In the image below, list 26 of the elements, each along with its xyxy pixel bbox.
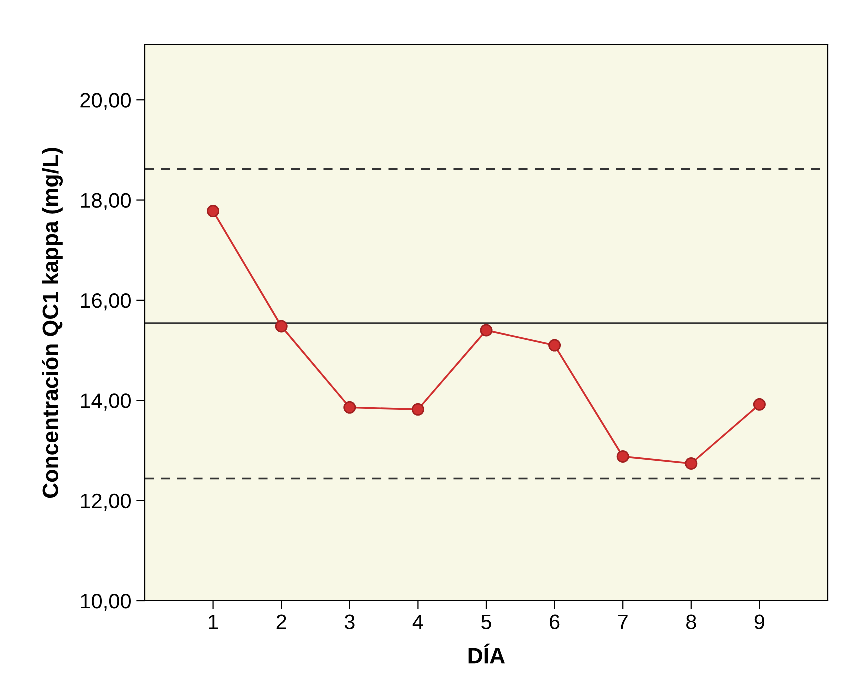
x-tick-label: 4: [412, 614, 424, 630]
point: [344, 401, 356, 414]
x-tick-label: 5: [482, 614, 492, 630]
point: [412, 403, 424, 416]
x-tick-label: 2: [276, 614, 286, 630]
x-axis-title: DÍA: [468, 644, 506, 664]
y-axis-title: Concentración QC1 kappa (mg/L): [42, 148, 64, 498]
y-tick-label: 18,00: [81, 193, 131, 210]
x-tick-label: 6: [550, 614, 560, 630]
point: [616, 450, 630, 463]
point: [753, 398, 766, 411]
y-tick-label: 12,00: [81, 494, 131, 512]
point: [480, 324, 493, 337]
x-tick-label: 7: [618, 614, 628, 630]
point: [275, 320, 288, 333]
x-tick-label: 9: [754, 614, 765, 630]
y-tick-label: 14,00: [81, 394, 131, 411]
point: [548, 339, 562, 352]
x-tick-label: 8: [686, 614, 696, 630]
y-tick-label: 16,00: [81, 293, 131, 311]
y-tick-label: 10,00: [81, 594, 131, 612]
point: [685, 458, 698, 470]
point: [207, 205, 220, 218]
x-tick-label: 3: [344, 614, 355, 630]
y-tick-label: 20,00: [80, 93, 131, 110]
x-tick-label: 1: [209, 614, 218, 630]
